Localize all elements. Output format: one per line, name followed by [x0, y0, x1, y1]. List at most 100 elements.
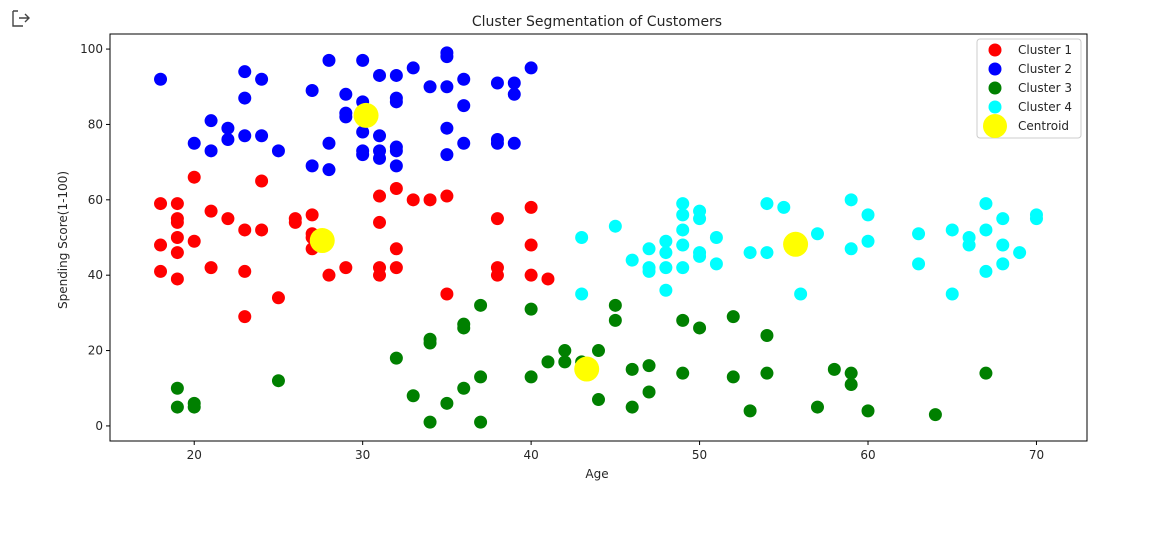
cluster-1-point	[389, 261, 403, 275]
cluster-3-point	[474, 298, 488, 312]
cluster-4-point	[844, 242, 858, 256]
cluster-4-point	[996, 212, 1010, 226]
legend-label: Cluster 4	[1018, 100, 1072, 114]
cluster-4-point	[979, 264, 993, 278]
cluster-3-point	[558, 344, 572, 358]
cluster-1-point	[389, 182, 403, 196]
cluster-2-point	[339, 87, 353, 101]
cluster-4-point	[608, 219, 622, 233]
cluster-1-point	[154, 264, 168, 278]
cluster-1-point	[204, 261, 218, 275]
cluster-4-point	[575, 287, 589, 301]
cluster-1-point	[541, 272, 555, 286]
cluster-4-point	[659, 283, 673, 297]
cluster-2-point	[305, 159, 319, 173]
cluster-1-point	[524, 268, 538, 282]
cluster-3-point	[844, 377, 858, 391]
cluster-2-point	[507, 76, 521, 90]
cluster-1-point	[187, 234, 201, 248]
x-tick-label: 70	[1029, 448, 1044, 462]
legend-label: Centroid	[1018, 119, 1069, 133]
cluster-2-point	[389, 95, 403, 109]
legend-marker	[988, 81, 1002, 95]
cluster-2-point	[187, 136, 201, 150]
cluster-1-point	[154, 197, 168, 211]
cluster-4-point	[642, 242, 656, 256]
cluster-3-point	[592, 344, 605, 358]
cluster-3-point	[760, 328, 774, 342]
cluster-2-point	[204, 114, 218, 128]
cluster-4-point	[777, 200, 791, 214]
x-axis: 20 30 40 50 60 70	[187, 441, 1044, 462]
cluster-4-point	[979, 223, 993, 237]
cluster-1-point	[373, 268, 387, 282]
cluster-4-point	[693, 212, 707, 226]
legend-box	[976, 38, 1082, 139]
cluster-2-point	[457, 99, 471, 113]
cluster-2-point	[221, 133, 235, 147]
cluster-1-point	[255, 174, 269, 188]
cluster-4-point	[625, 253, 639, 267]
centroid-point	[783, 231, 809, 257]
cluster-1-point	[271, 291, 285, 305]
cluster-4-point	[912, 227, 926, 241]
cluster-4-point	[676, 197, 690, 211]
cluster-2-point	[238, 129, 252, 143]
legend-marker	[988, 62, 1002, 76]
cluster-3-point	[474, 415, 488, 429]
cluster-4-point	[709, 231, 723, 244]
cluster-4-point	[575, 231, 589, 244]
cluster-2-point	[356, 53, 370, 67]
cluster-3-point	[861, 404, 875, 418]
cluster-4-point	[979, 197, 993, 211]
plot-area	[109, 33, 1088, 442]
cluster-2-point	[204, 144, 218, 158]
cluster-1-point	[288, 215, 302, 229]
cluster-1-point	[170, 246, 184, 260]
cluster-2-point	[457, 72, 471, 86]
legend-label: Cluster 1	[1018, 43, 1072, 57]
centroid-point	[353, 102, 379, 128]
cluster-4-point	[760, 246, 774, 260]
cluster-4-point	[676, 208, 690, 222]
cluster-2-point	[524, 61, 538, 75]
cluster-4-point	[676, 261, 690, 275]
cluster-3-point	[608, 313, 622, 327]
cluster-3-point	[474, 370, 488, 384]
cluster-2-point	[339, 110, 353, 124]
cluster-3-point	[592, 393, 605, 407]
cluster-3-point	[608, 298, 622, 312]
cluster-2-point	[255, 129, 269, 143]
cluster-1-point	[221, 212, 235, 226]
cluster-4-point	[642, 264, 656, 278]
cluster-4-point	[709, 257, 723, 271]
cluster-1-point	[490, 212, 504, 226]
cluster-2-point	[373, 68, 387, 82]
cluster-1-point	[154, 238, 168, 252]
cluster-4-point	[659, 261, 673, 275]
cluster-4-point	[760, 197, 774, 211]
cluster-2-point	[255, 72, 269, 86]
cluster-1-point	[322, 268, 336, 282]
y-tick-label: 60	[88, 193, 103, 207]
cluster-1-point	[170, 231, 184, 244]
x-axis-label: Age	[585, 467, 608, 481]
cluster-1-point	[423, 193, 437, 207]
cluster-1-point	[490, 268, 504, 282]
cluster-2-point	[221, 121, 235, 135]
cluster-1-point	[305, 208, 319, 222]
cluster-2-point	[490, 136, 504, 150]
cluster-4-point	[912, 257, 926, 271]
cluster-3-point	[642, 359, 656, 373]
cluster-2-point	[440, 80, 454, 94]
legend: Cluster 1 Cluster 2 Cluster 3 Cluster 4 Cent…	[976, 38, 1082, 139]
cluster-3-point	[642, 385, 656, 399]
cluster-4-point	[962, 238, 976, 252]
cluster-3-point	[389, 351, 403, 365]
cluster-2-point	[305, 84, 319, 98]
cluster-3-point	[524, 370, 538, 384]
legend-marker	[983, 114, 1007, 138]
cluster-2-point	[271, 144, 285, 158]
cluster-2-point	[389, 68, 403, 82]
cluster-2-point	[356, 148, 370, 162]
